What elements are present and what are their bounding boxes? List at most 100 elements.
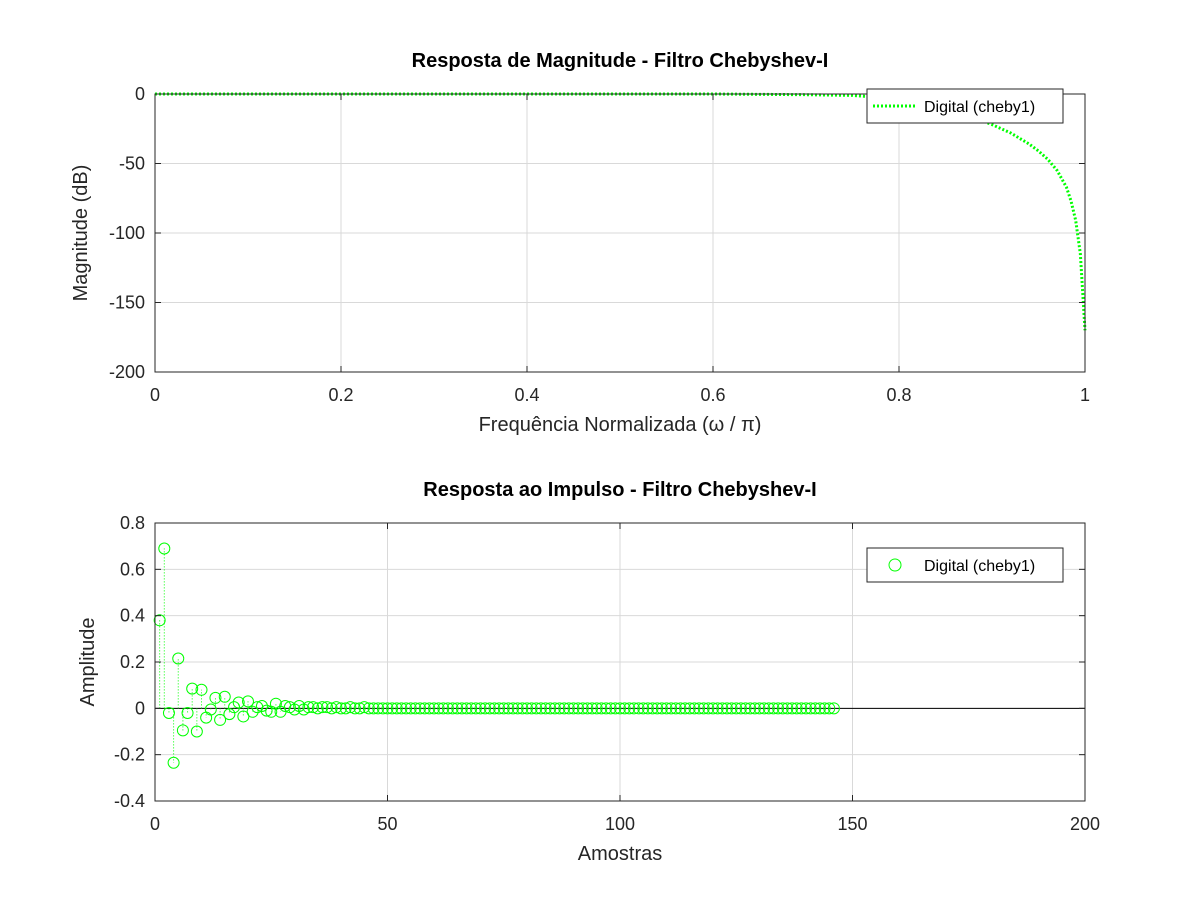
impulse-stem-marker bbox=[655, 702, 668, 715]
impulse-stem-marker bbox=[562, 702, 575, 715]
impulse-stem-marker bbox=[800, 702, 812, 715]
impulse-stem-marker bbox=[493, 702, 506, 715]
impulse-stem-marker bbox=[260, 704, 273, 717]
impulse-stem-marker bbox=[330, 701, 343, 714]
impulse-stem-marker bbox=[162, 706, 175, 719]
impulse-stem-marker bbox=[534, 702, 547, 715]
impulse-stem-marker bbox=[316, 701, 329, 714]
impulse-stem-marker bbox=[223, 708, 236, 721]
impulse-stem-marker bbox=[781, 702, 794, 715]
impulse-stem-marker bbox=[683, 702, 696, 715]
impulse-stem-marker bbox=[539, 702, 552, 715]
impulse-stem-marker bbox=[572, 702, 585, 715]
magnitude-xlabel: Frequência Normalizada (ω / π) bbox=[479, 414, 762, 436]
impulse-stem-marker bbox=[167, 756, 180, 769]
magnitude-xtick-label: 0 bbox=[150, 385, 160, 405]
magnitude-title: Resposta de Magnitude - Filtro Chebyshev… bbox=[412, 50, 829, 72]
magnitude-ytick-label: -50 bbox=[119, 154, 145, 174]
impulse-stem-marker bbox=[441, 702, 454, 715]
impulse-stem-marker bbox=[432, 702, 445, 715]
impulse-stem-marker bbox=[679, 702, 692, 715]
magnitude-ticks: 0 0.2 0.4 0.6 0.8 1 0 -50 -100 -150 -200 bbox=[109, 84, 1090, 405]
magnitude-xtick-label: 0.2 bbox=[328, 385, 353, 405]
impulse-stem-marker bbox=[246, 705, 259, 718]
impulse-stem-marker bbox=[418, 702, 431, 715]
impulse-stem-marker bbox=[497, 702, 510, 715]
impulse-stem-marker bbox=[172, 652, 185, 665]
impulse-stem-marker bbox=[153, 614, 166, 627]
impulse-stem-marker bbox=[646, 702, 659, 715]
impulse-stem-marker bbox=[623, 702, 636, 715]
impulse-stem-marker bbox=[502, 702, 515, 715]
impulse-title: Resposta ao Impulso - Filtro Chebyshev-I bbox=[423, 479, 816, 501]
impulse-stem-marker bbox=[353, 702, 366, 715]
impulse-xtick-label: 50 bbox=[377, 814, 397, 834]
impulse-stem-marker bbox=[795, 702, 808, 715]
impulse-stem-marker bbox=[325, 702, 338, 715]
impulse-stem-marker bbox=[804, 702, 817, 715]
impulse-stem-marker bbox=[376, 702, 389, 715]
impulse-stem-marker bbox=[590, 702, 603, 715]
impulse-xtick-label: 150 bbox=[837, 814, 867, 834]
magnitude-legend-label: Digital (cheby1) bbox=[924, 99, 1035, 116]
magnitude-series-layer bbox=[155, 92, 1087, 331]
impulse-ticks: 0 50 100 150 200 0.8 0.6 0.4 0.2 0 -0.2 -0.4 bbox=[114, 513, 1100, 834]
impulse-subplot: 0 50 100 150 200 0.8 0.6 0.4 0.2 0 -0.2 -0.4 Respos… bbox=[77, 479, 1100, 865]
impulse-ytick-label: 0 bbox=[135, 698, 145, 718]
impulse-stem-marker bbox=[400, 702, 413, 715]
impulse-stem-marker bbox=[414, 702, 427, 715]
impulse-stem-marker bbox=[716, 702, 729, 715]
impulse-stem-marker bbox=[404, 702, 417, 715]
impulse-stem-marker bbox=[818, 702, 831, 715]
impulse-xlabel: Amostras bbox=[578, 843, 662, 865]
impulse-stem-marker bbox=[335, 702, 347, 715]
impulse-stem-marker bbox=[753, 702, 766, 715]
impulse-stem-marker bbox=[581, 702, 594, 715]
impulse-xtick-label: 200 bbox=[1070, 814, 1100, 834]
impulse-ytick-label: -0.2 bbox=[114, 745, 145, 765]
impulse-stem-marker bbox=[739, 702, 752, 715]
impulse-stem-marker bbox=[669, 702, 682, 715]
impulse-stem-marker bbox=[190, 725, 203, 738]
impulse-stem-marker bbox=[181, 706, 194, 719]
impulse-stem-marker bbox=[586, 702, 599, 715]
impulse-stem-marker bbox=[600, 702, 613, 715]
impulse-legend-box bbox=[866, 547, 1064, 583]
impulse-stem-marker bbox=[618, 702, 631, 715]
impulse-stem-marker bbox=[428, 702, 440, 715]
impulse-stem-marker bbox=[372, 702, 385, 715]
impulse-stem-marker bbox=[344, 701, 357, 714]
impulse-stem-marker bbox=[827, 702, 840, 715]
impulse-stem-marker bbox=[744, 702, 757, 715]
impulse-stem-marker bbox=[367, 702, 380, 715]
impulse-stem-layer bbox=[153, 542, 840, 769]
magnitude-ylabel: Magnitude (dB) bbox=[70, 165, 92, 302]
impulse-stem-marker bbox=[776, 702, 789, 715]
impulse-stem-marker bbox=[823, 702, 836, 715]
impulse-stem-marker bbox=[409, 702, 422, 715]
impulse-stem-marker bbox=[720, 702, 733, 715]
impulse-stem-marker bbox=[730, 702, 743, 715]
impulse-stem-marker bbox=[632, 702, 645, 715]
impulse-stem-marker bbox=[455, 702, 468, 715]
magnitude-legend-box bbox=[866, 88, 1064, 124]
impulse-stem-marker bbox=[465, 702, 478, 715]
impulse-stem-marker bbox=[479, 702, 492, 715]
impulse-stem-marker bbox=[665, 702, 678, 715]
impulse-stem-marker bbox=[693, 702, 706, 715]
impulse-stem-marker bbox=[711, 702, 724, 715]
impulse-stem-marker bbox=[725, 702, 738, 715]
impulse-stem-marker bbox=[321, 701, 334, 714]
impulse-stem-marker bbox=[474, 702, 487, 715]
impulse-ylabel: Amplitude bbox=[77, 618, 99, 707]
impulse-stem-marker bbox=[483, 702, 496, 715]
magnitude-ytick-label: -100 bbox=[109, 223, 145, 243]
impulse-stem-marker bbox=[702, 702, 715, 715]
impulse-stem-marker bbox=[553, 702, 566, 715]
impulse-stem-marker bbox=[627, 702, 640, 715]
impulse-stem-marker bbox=[209, 691, 222, 704]
impulse-stem-marker bbox=[228, 701, 241, 714]
magnitude-xtick-label: 0.8 bbox=[886, 385, 911, 405]
impulse-stem-marker bbox=[809, 702, 822, 715]
